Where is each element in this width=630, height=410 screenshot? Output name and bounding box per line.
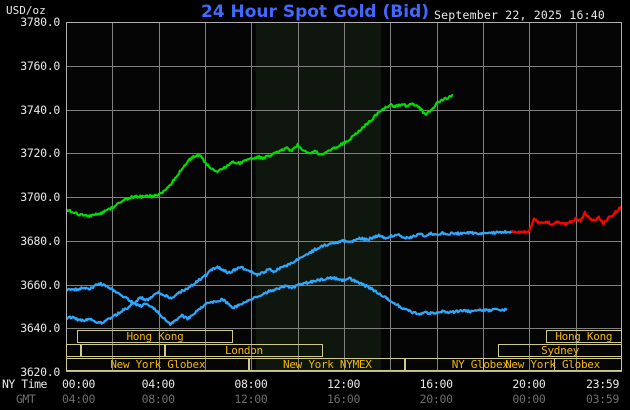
x-axis-gmt-tick-label: 04:00 (62, 392, 96, 406)
y-axis-tick-label: 3740.0 (20, 102, 60, 117)
y-axis-tick-label: 3660.0 (20, 277, 60, 292)
x-axis-gmt-tick-label: 12:00 (234, 392, 268, 406)
session-bar-new-york-nymex: New York NYMEX (249, 358, 406, 371)
session-bar-blank (66, 344, 82, 357)
x-axis-gmt-tick-label: 20:00 (419, 392, 453, 406)
x-axis-gmt-tick-label: 08:00 (141, 392, 175, 406)
plot-area (66, 22, 622, 372)
y-axis-tick-label: 3640.0 (20, 321, 60, 336)
vertical-gridline (390, 22, 392, 372)
y-axis-tick-label: 3720.0 (20, 146, 60, 161)
vertical-gridline (344, 22, 345, 372)
x-axis-ny-tick-label: 08:00 (234, 377, 268, 391)
x-axis-ny-tick-label: 04:00 (141, 377, 175, 391)
vertical-gridline (158, 22, 160, 372)
session-bar-hong-kong: Hong Kong (77, 330, 233, 343)
x-axis-gmt-tick-label: 00:00 (512, 392, 546, 406)
session-bar-ny-globex: NY Globex (405, 358, 556, 371)
y-axis-tick-label: 3620.0 (20, 365, 60, 379)
session-bar-new-york-globex: New York Globex (66, 358, 250, 371)
vertical-gridline (251, 22, 253, 372)
x-axis-gmt-tick-label: 16:00 (327, 392, 361, 406)
x-axis-ny-tick-label: 20:00 (512, 377, 546, 391)
vertical-gridline (205, 22, 206, 372)
x-axis-ny-tick-label: 12:00 (327, 377, 361, 391)
y-axis-tick-label: 3680.0 (20, 233, 60, 248)
page-title: 24 Hour Spot Gold (Bid) (200, 2, 430, 22)
vertical-gridline (436, 22, 438, 372)
series-line-1 (66, 229, 514, 325)
x-axis-ny-tick-label: 23:59 (586, 377, 620, 391)
vertical-gridline (575, 22, 577, 372)
y-axis-tick-label: 3780.0 (20, 15, 60, 29)
y-axis-tick-label: 3700.0 (20, 190, 60, 204)
vertical-gridline (112, 22, 114, 372)
session-bar-blank (81, 344, 165, 357)
x-axis-ny-time-label: NY Time (2, 377, 47, 391)
session-bar-new-york-globex: New York Globex (483, 358, 622, 371)
x-axis-gmt-tick-label: 03:59 (586, 392, 620, 406)
quote-timestamp: September 22, 2025 16:40 (434, 8, 605, 22)
vertical-gridline (483, 22, 484, 372)
y-axis-tick-label: 3760.0 (20, 58, 60, 73)
y-axis-units-label: USD/oz (6, 4, 46, 17)
x-axis-ny-tick-label: 16:00 (419, 377, 453, 391)
session-bar-hong-kong: Hong Kong (545, 330, 622, 343)
series-line-0 (66, 276, 508, 326)
series-line-2 (66, 93, 454, 218)
session-bar-sydney: Sydney (498, 344, 622, 357)
x-axis-gmt-label: GMT (16, 392, 36, 406)
price-series-canvas (66, 93, 622, 326)
vertical-gridline (297, 22, 299, 372)
x-axis-ny-tick-label: 00:00 (62, 377, 96, 391)
series-line-1 (510, 204, 622, 235)
vertical-gridline (529, 22, 531, 372)
session-bar-london: London (164, 344, 324, 357)
